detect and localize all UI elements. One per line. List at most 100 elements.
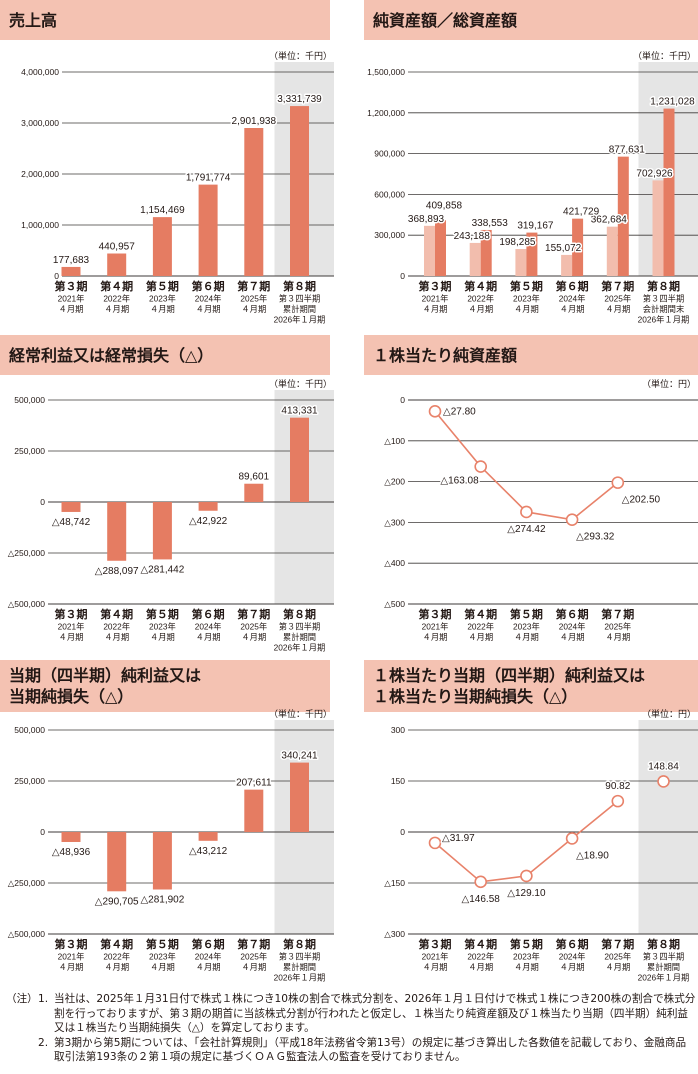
data-label: △163.08	[440, 476, 479, 487]
x-tick-label: ４月期	[423, 962, 448, 972]
data-label: △281,442	[140, 564, 184, 575]
data-label: 1,791,774	[186, 173, 231, 184]
y-tick-label: 900,000	[374, 149, 405, 159]
data-point	[474, 875, 487, 889]
x-tick-label: ４月期	[196, 304, 221, 314]
unit-label: （単位：千円）	[269, 708, 332, 719]
data-point	[565, 832, 579, 845]
data-label: 702,926	[636, 168, 673, 179]
x-tick-label: ４月期	[423, 304, 448, 314]
eps-chart: （単位：円）△300△1500150300第３期2021年４月期第４期2022年…	[384, 708, 698, 983]
x-tick-label: 第３四半期	[279, 622, 321, 632]
x-tick-label: ４月期	[59, 304, 84, 314]
x-tick-label: ４月期	[514, 632, 539, 642]
x-tick-label: 第４期	[100, 937, 133, 951]
bar	[152, 502, 172, 560]
x-tick-label: 2024年	[559, 622, 586, 632]
x-tick-label: 第６期	[192, 607, 225, 621]
y-tick-label: △500,000	[8, 599, 46, 609]
x-tick-label: 第５期	[510, 937, 543, 951]
bar	[435, 220, 446, 276]
x-tick-label: 第４期	[100, 279, 133, 293]
y-tick-label: △400	[384, 558, 405, 568]
note-number: 2.	[38, 1036, 49, 1049]
title-text: 純資産額／総資産額	[373, 10, 518, 30]
x-tick-label: 2021年	[422, 294, 449, 304]
y-tick-label: △250,000	[8, 548, 46, 558]
x-tick-label: 2023年	[513, 294, 540, 304]
x-tick-label: 第４期	[100, 607, 133, 621]
title-text: 経常利益又は経常損失（△）	[9, 345, 214, 365]
x-tick-label: 第８期	[647, 937, 680, 951]
y-tick-label: 1,200,000	[367, 108, 405, 118]
x-tick-label: 第７期	[601, 607, 634, 621]
x-tick-label: 2024年	[559, 952, 586, 962]
data-label: △281,902	[140, 895, 184, 906]
data-label: 89,601	[239, 472, 270, 483]
x-tick-label: ４月期	[514, 304, 539, 314]
x-tick-label: 2023年	[149, 294, 176, 304]
y-tick-label: 500,000	[14, 725, 45, 735]
bar	[152, 217, 172, 276]
x-tick-label: 2021年	[422, 952, 449, 962]
data-point	[611, 476, 625, 489]
x-tick-label: ４月期	[560, 632, 585, 642]
x-tick-label: ４月期	[104, 304, 129, 314]
data-label: 1,231,028	[650, 97, 695, 108]
bar	[198, 184, 218, 276]
data-label: 440,957	[99, 242, 136, 253]
x-tick-label: 第７期	[601, 279, 634, 293]
title-line: １株当たり当期（四半期）純利益又は	[373, 666, 646, 685]
note-number: 1.	[38, 993, 49, 1005]
x-tick-label: 2021年	[58, 952, 85, 962]
data-label: △48,936	[52, 847, 91, 858]
x-tick-label: ４月期	[150, 632, 175, 642]
x-tick-label: 第３四半期	[643, 294, 685, 304]
x-tick-label: ４月期	[104, 632, 129, 642]
x-tick-label: ４月期	[196, 962, 221, 972]
bar	[617, 156, 629, 276]
x-tick-label: 第３期	[55, 607, 88, 621]
bar	[290, 762, 309, 832]
chart-title-net-income: 当期（四半期）純利益又は 当期純損失（△）	[0, 660, 330, 712]
x-tick-label: 第５期	[510, 607, 543, 621]
x-tick-label: ４月期	[59, 962, 84, 972]
x-tick-label: 第６期	[556, 937, 589, 951]
footnote-2: 2. 第3期から第5期については、「会社計算規則」（平成18年法務省令第13号）…	[6, 1036, 696, 1065]
x-tick-label: 第３期	[55, 279, 88, 293]
x-tick-label: 累計期間	[283, 632, 316, 642]
x-tick-label: 2025年	[604, 952, 631, 962]
x-tick-label: 第３期	[419, 937, 452, 951]
y-tick-label: △250,000	[8, 878, 46, 888]
data-label: 207,611	[236, 778, 272, 789]
x-tick-label: 2025年	[604, 622, 631, 632]
data-label: 3,331,739	[277, 94, 322, 105]
footnotes: （注） 1. 当社は、2025年１月31日付で株式１株につき10株の割合で株式分…	[6, 992, 696, 1065]
bar	[663, 108, 675, 276]
x-tick-label: 2025年	[240, 622, 267, 632]
data-label: △129.10	[507, 888, 546, 899]
chart-title-ordinary-income: 経常利益又は経常損失（△）	[0, 335, 330, 375]
x-tick-label: 累計期間	[283, 962, 316, 972]
x-tick-label: 2024年	[195, 622, 222, 632]
x-tick-label: 第８期	[283, 937, 316, 951]
bar	[290, 417, 309, 502]
bar	[198, 832, 218, 841]
x-tick-label: 第３期	[419, 279, 452, 293]
bar	[469, 242, 481, 276]
x-tick-label: 第４期	[464, 279, 497, 293]
data-label: △48,742	[52, 517, 91, 528]
x-tick-label: 2022年	[467, 952, 494, 962]
x-tick-label: 2021年	[58, 622, 85, 632]
x-tick-label: 2026年１月期	[274, 315, 326, 325]
y-tick-label: △100	[384, 436, 405, 446]
data-label: △42,922	[189, 516, 228, 527]
x-tick-label: 2022年	[103, 952, 130, 962]
bar	[652, 180, 664, 276]
x-tick-label: 2024年	[195, 952, 222, 962]
x-tick-label: 2026年１月期	[274, 973, 326, 983]
x-tick-label: 2022年	[103, 622, 130, 632]
x-tick-label: 第６期	[192, 279, 225, 293]
series-line	[434, 410, 619, 521]
y-tick-label: 1,500,000	[367, 67, 405, 77]
